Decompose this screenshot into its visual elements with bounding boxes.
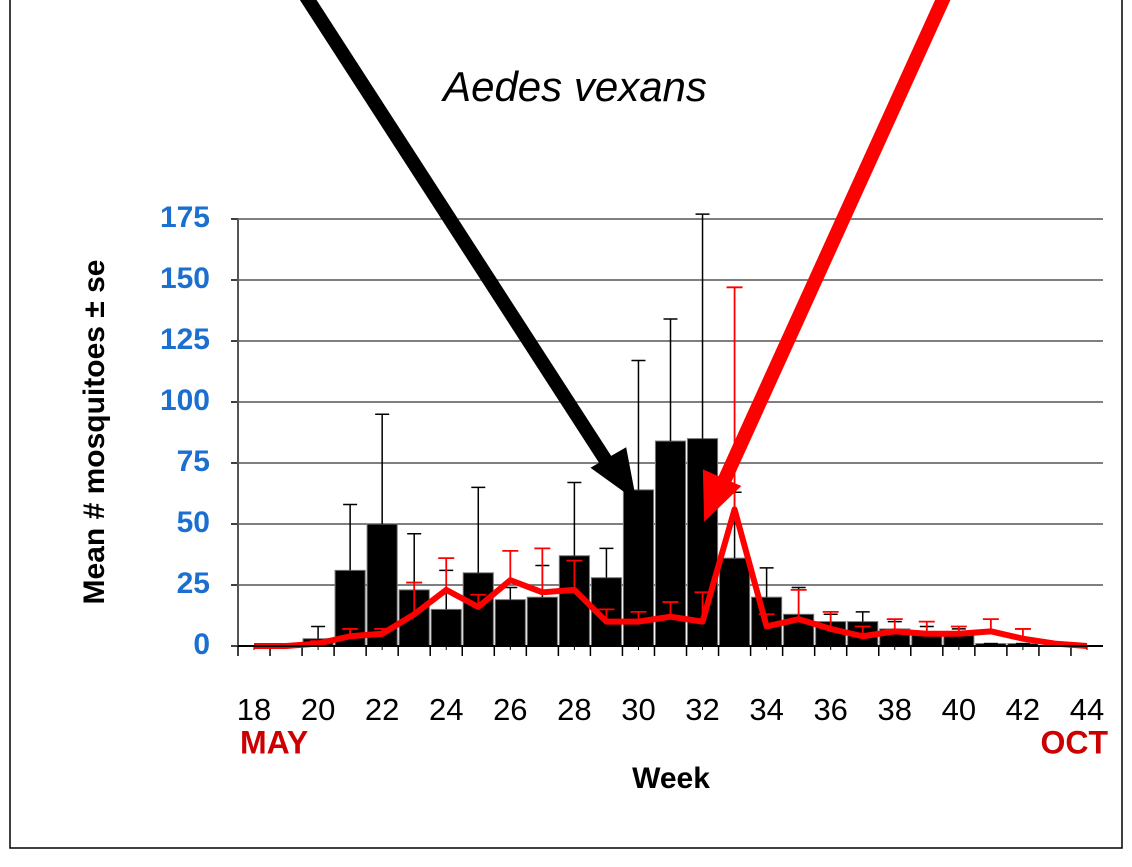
error-bar: [663, 318, 678, 442]
error-bar: [566, 559, 583, 590]
x-tick-label: 26: [493, 692, 527, 727]
y-tick-label: 50: [177, 506, 210, 539]
error-bar: [471, 486, 486, 573]
error-bar: [759, 567, 774, 598]
line: [254, 506, 1088, 649]
y-tick-label: 75: [177, 445, 210, 478]
x-tick-label: 24: [429, 692, 463, 727]
x-tick-label: 34: [749, 692, 783, 727]
annotation: OCT: [1040, 724, 1108, 760]
error-bar: [406, 581, 423, 615]
error-bar: [567, 481, 582, 556]
y-axis-label: Mean # mosquitoes ± se: [78, 260, 111, 605]
x-tick-label: 40: [942, 692, 976, 727]
y-tick-label: 25: [177, 567, 210, 600]
chart-title: Aedes vexans: [440, 63, 707, 110]
error-bar: [343, 503, 358, 571]
error-bar: [631, 359, 646, 490]
arrow: [299, 0, 618, 474]
bar: [494, 599, 526, 647]
y-tick-label: 150: [160, 262, 210, 295]
x-axis-label: Week: [632, 762, 710, 795]
y-tick-label: 125: [160, 323, 210, 356]
error-bar: [534, 547, 551, 593]
bar: [719, 557, 751, 647]
y-tick-label: 100: [160, 384, 210, 417]
plot-area: 0 25 50 75 100 125 150 175 18 20 22 24 26 28 30 32 34 36 3…: [160, 201, 1104, 727]
error-bar: [855, 611, 870, 622]
x-tick-label: 30: [621, 692, 655, 727]
y-tick-label: 0: [193, 628, 210, 661]
arrowhead: [590, 447, 637, 501]
arrow: [713, 0, 951, 493]
error-bar: [311, 625, 326, 639]
x-tick-label: 22: [365, 692, 399, 727]
annotation: MAY: [240, 724, 308, 760]
error-bar: [502, 549, 519, 581]
bar: [430, 608, 462, 647]
error-bar: [599, 547, 614, 578]
x-tick-label: 42: [1006, 692, 1040, 727]
arrows: [299, 0, 951, 522]
x-tick-label: 38: [878, 692, 912, 727]
y-tick-label: 175: [160, 201, 210, 234]
x-tick-label: 28: [557, 692, 591, 727]
error-bar: [375, 413, 390, 524]
bar: [526, 596, 558, 647]
error-bar: [695, 213, 710, 439]
error-bar: [790, 588, 807, 620]
x-tick-label: 44: [1070, 692, 1104, 727]
x-tick-label: 36: [813, 692, 847, 727]
x-tick-label: 32: [685, 692, 719, 727]
x-tick-label: 20: [301, 692, 335, 727]
frame: [9, 0, 1123, 849]
error-bar: [438, 557, 455, 590]
arrowhead: [702, 469, 742, 522]
error-bar: [407, 533, 422, 590]
x-tick-label: 18: [237, 692, 271, 727]
